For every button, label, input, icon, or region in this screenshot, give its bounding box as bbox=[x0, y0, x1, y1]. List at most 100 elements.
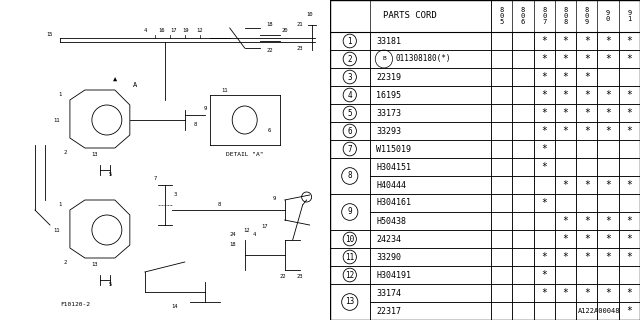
Text: 6: 6 bbox=[268, 127, 271, 132]
Text: 8
0
5: 8 0 5 bbox=[500, 7, 504, 25]
Text: *: * bbox=[584, 126, 589, 136]
Text: *: * bbox=[605, 90, 611, 100]
Text: *: * bbox=[584, 234, 589, 244]
Text: 13: 13 bbox=[92, 153, 98, 157]
Text: 21: 21 bbox=[296, 22, 303, 28]
Text: *: * bbox=[541, 36, 547, 46]
Text: *: * bbox=[541, 288, 547, 298]
Text: *: * bbox=[605, 234, 611, 244]
Text: 11: 11 bbox=[54, 117, 60, 123]
Text: *: * bbox=[627, 126, 632, 136]
Text: 14: 14 bbox=[172, 305, 178, 309]
Text: 22: 22 bbox=[266, 47, 273, 52]
Text: 33290: 33290 bbox=[376, 252, 401, 261]
Text: 18: 18 bbox=[230, 243, 236, 247]
Text: *: * bbox=[563, 90, 568, 100]
Text: 22319: 22319 bbox=[376, 73, 401, 82]
Text: H50438: H50438 bbox=[376, 217, 406, 226]
Text: 8
0
6: 8 0 6 bbox=[521, 7, 525, 25]
Text: 23: 23 bbox=[296, 45, 303, 51]
Text: *: * bbox=[584, 288, 589, 298]
Text: PARTS CORD: PARTS CORD bbox=[383, 12, 437, 20]
Text: 5: 5 bbox=[348, 108, 352, 117]
Text: *: * bbox=[541, 54, 547, 64]
Text: ▲: ▲ bbox=[113, 77, 117, 83]
Text: 9: 9 bbox=[273, 196, 276, 201]
Text: 2: 2 bbox=[63, 260, 67, 265]
Text: 13: 13 bbox=[92, 262, 98, 268]
Text: 4: 4 bbox=[253, 233, 256, 237]
Text: 4: 4 bbox=[143, 28, 147, 33]
Text: *: * bbox=[627, 180, 632, 190]
Text: A: A bbox=[132, 82, 137, 88]
Text: 12: 12 bbox=[345, 270, 355, 279]
Text: *: * bbox=[541, 144, 547, 154]
Text: *: * bbox=[584, 108, 589, 118]
Text: 2: 2 bbox=[63, 149, 67, 155]
Text: *: * bbox=[541, 126, 547, 136]
Text: *: * bbox=[605, 126, 611, 136]
Text: B: B bbox=[382, 57, 386, 61]
Text: 19: 19 bbox=[182, 28, 189, 33]
Text: 8: 8 bbox=[348, 172, 352, 180]
Text: 1: 1 bbox=[348, 36, 352, 45]
Text: 10: 10 bbox=[307, 12, 313, 18]
Text: *: * bbox=[563, 126, 568, 136]
Text: 7: 7 bbox=[153, 175, 156, 180]
Text: *: * bbox=[563, 252, 568, 262]
Text: 11: 11 bbox=[345, 252, 355, 261]
Text: *: * bbox=[605, 252, 611, 262]
Text: *: * bbox=[541, 270, 547, 280]
Text: 18: 18 bbox=[266, 22, 273, 28]
Text: 22317: 22317 bbox=[376, 307, 401, 316]
Text: 7: 7 bbox=[348, 145, 352, 154]
Text: 4: 4 bbox=[348, 91, 352, 100]
Text: *: * bbox=[627, 36, 632, 46]
Text: *: * bbox=[541, 72, 547, 82]
Text: *: * bbox=[627, 288, 632, 298]
Text: 33173: 33173 bbox=[376, 108, 401, 117]
Text: *: * bbox=[605, 216, 611, 226]
Text: W115019: W115019 bbox=[376, 145, 411, 154]
Text: 17: 17 bbox=[170, 28, 177, 33]
Text: *: * bbox=[563, 54, 568, 64]
Text: 5: 5 bbox=[108, 172, 111, 178]
Text: *: * bbox=[563, 234, 568, 244]
Text: 9: 9 bbox=[203, 106, 206, 110]
Text: 12: 12 bbox=[243, 228, 250, 233]
Text: 33174: 33174 bbox=[376, 289, 401, 298]
Text: 8
0
7: 8 0 7 bbox=[542, 7, 547, 25]
Text: 011308180(*): 011308180(*) bbox=[396, 54, 451, 63]
Text: H304161: H304161 bbox=[376, 198, 411, 207]
Text: *: * bbox=[627, 90, 632, 100]
Text: *: * bbox=[627, 234, 632, 244]
Text: 8
0
8: 8 0 8 bbox=[563, 7, 568, 25]
Text: *: * bbox=[563, 36, 568, 46]
Text: *: * bbox=[541, 90, 547, 100]
Text: *: * bbox=[541, 162, 547, 172]
Text: *: * bbox=[584, 36, 589, 46]
Text: *: * bbox=[627, 306, 632, 316]
Text: 2: 2 bbox=[348, 54, 352, 63]
Text: *: * bbox=[584, 216, 589, 226]
Text: 6: 6 bbox=[348, 126, 352, 135]
Text: *: * bbox=[541, 108, 547, 118]
Text: 22: 22 bbox=[280, 275, 286, 279]
Text: *: * bbox=[584, 54, 589, 64]
Text: 9
0: 9 0 bbox=[606, 10, 610, 22]
Text: 9
1: 9 1 bbox=[627, 10, 632, 22]
Text: 3: 3 bbox=[173, 193, 177, 197]
Text: 23: 23 bbox=[296, 275, 303, 279]
Text: *: * bbox=[605, 288, 611, 298]
Text: 11: 11 bbox=[54, 228, 60, 233]
Text: H304151: H304151 bbox=[376, 163, 411, 172]
Text: 33181: 33181 bbox=[376, 36, 401, 45]
Text: *: * bbox=[563, 180, 568, 190]
Text: *: * bbox=[541, 252, 547, 262]
Text: 12: 12 bbox=[196, 28, 203, 33]
Text: *: * bbox=[563, 216, 568, 226]
Text: 1: 1 bbox=[58, 203, 61, 207]
Text: 8
0
9: 8 0 9 bbox=[585, 7, 589, 25]
Text: *: * bbox=[605, 36, 611, 46]
Text: A122A00048: A122A00048 bbox=[579, 308, 621, 314]
